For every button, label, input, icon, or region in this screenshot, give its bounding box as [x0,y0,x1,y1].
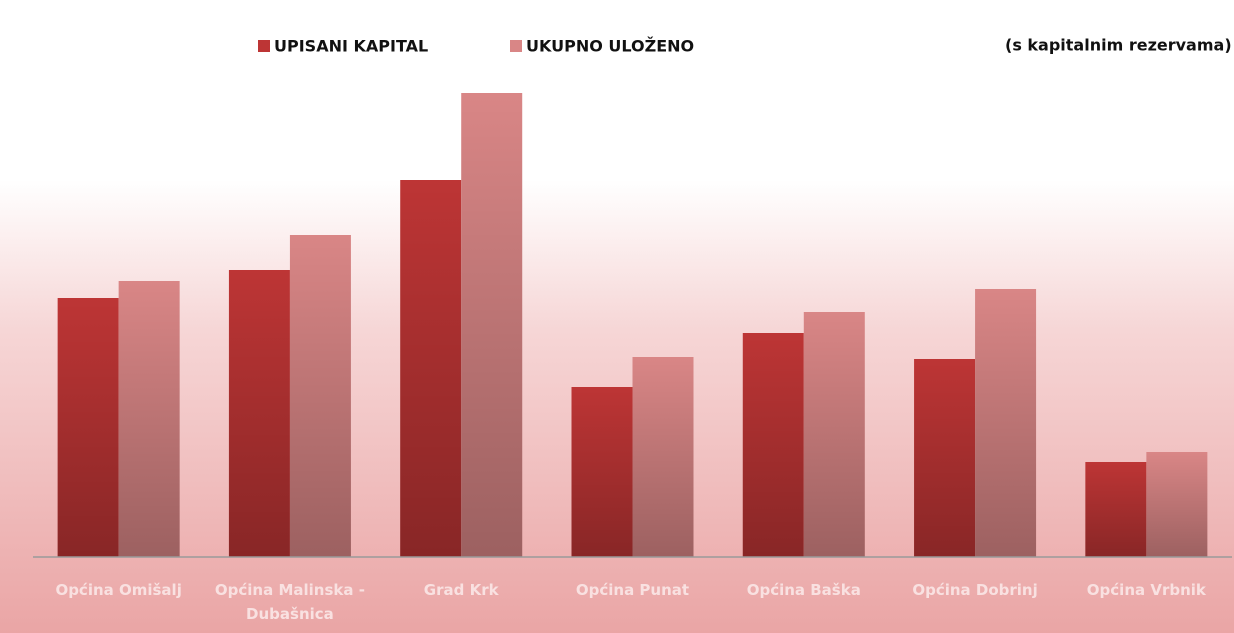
x-tick-label: Općina Omišalj [55,581,182,599]
x-tick-label: Općina Punat [575,581,690,599]
bar-shade [1085,462,1147,557]
bar-shade [632,357,694,557]
bar-shade [118,281,180,557]
bar-shade [57,298,119,557]
bar-shade [742,333,804,557]
bar-shade [1146,452,1208,557]
bar-shade [228,270,290,557]
legend-swatch [258,40,270,52]
legend-label: UPISANI KAPITAL [274,37,428,56]
bar-shade [975,289,1037,557]
x-tick-label: Grad Krk [423,581,499,599]
x-tick-label: Općina Baška [746,581,861,599]
legend-note: (s kapitalnim rezervama) [1005,36,1232,55]
legend-swatch [510,40,522,52]
bar-shade [289,235,351,557]
x-tick-label: Općina Dobrinj [912,581,1038,599]
bar-shade [400,180,462,557]
bar-shade [461,93,523,557]
x-tick-label: Općina Vrbnik [1086,581,1206,599]
bar-shade [571,387,633,557]
legend-label: UKUPNO ULOŽENO [526,37,694,56]
bar-shade [803,312,865,557]
bar-shade [914,359,976,557]
x-tick-label: Općina Malinska - Dubašnica [214,581,365,623]
